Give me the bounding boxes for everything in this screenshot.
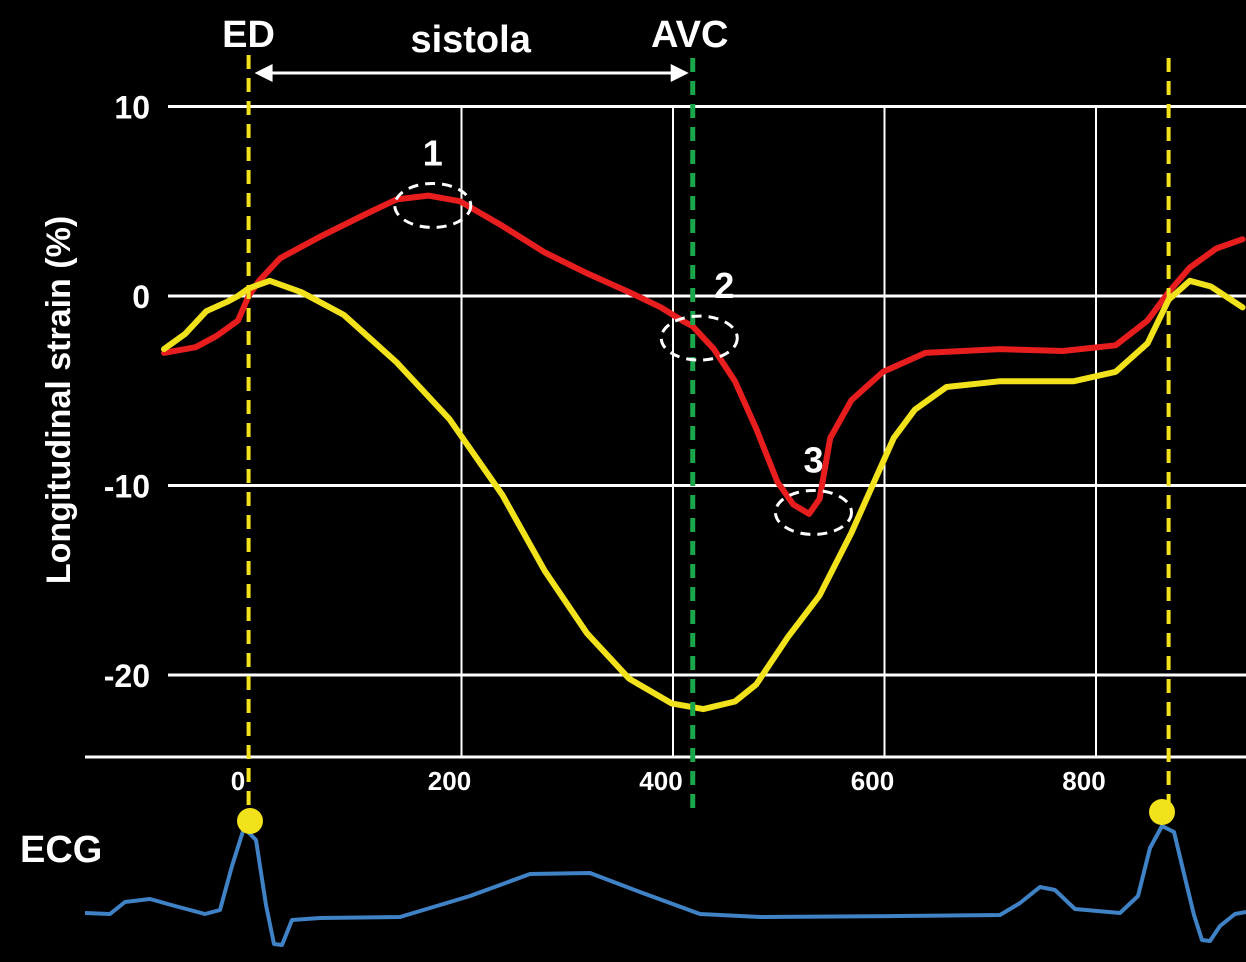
ecg-label: ECG <box>20 829 102 871</box>
systole-arrow-head-right <box>670 64 689 82</box>
x-tick-label: 0 <box>231 766 245 796</box>
systole-arrow-head-left <box>254 64 273 82</box>
point-annotations: 1 2 3 <box>393 132 853 536</box>
y-tick-label: -10 <box>104 469 150 505</box>
avc-label: AVC <box>651 14 728 56</box>
x-tick-label: 400 <box>639 766 682 796</box>
annotation-ellipse-1 <box>393 181 473 229</box>
x-tick-label: 800 <box>1062 766 1105 796</box>
annotation-ellipse-3 <box>773 488 853 536</box>
ecg-trace <box>84 824 1246 947</box>
annotation-label-3: 3 <box>803 439 823 480</box>
strain-curve-red <box>161 192 1246 517</box>
annotation-label-2: 2 <box>714 265 734 306</box>
ecg-next-ed-marker <box>1149 799 1175 825</box>
x-tick-label: 200 <box>428 766 471 796</box>
systole-label: sistola <box>410 19 531 61</box>
y-axis-label: Longitudinal strain (%) <box>40 216 78 584</box>
axis-ticks: 10 0 -10 -20 0 200 400 600 800 <box>104 90 1106 797</box>
y-tick-label: -20 <box>104 658 150 694</box>
event-lines <box>246 55 1171 820</box>
systole-arrow <box>254 64 689 82</box>
y-tick-label: 10 <box>114 90 150 126</box>
annotation-label-1: 1 <box>423 132 443 173</box>
annotation-ellipse-2 <box>659 314 739 362</box>
strain-curve-yellow <box>161 277 1246 713</box>
strain-curves <box>161 192 1246 713</box>
y-tick-label: 0 <box>132 279 150 315</box>
ecg-ed-marker <box>237 808 263 834</box>
ed-label: ED <box>222 14 275 56</box>
x-tick-label: 600 <box>851 766 894 796</box>
